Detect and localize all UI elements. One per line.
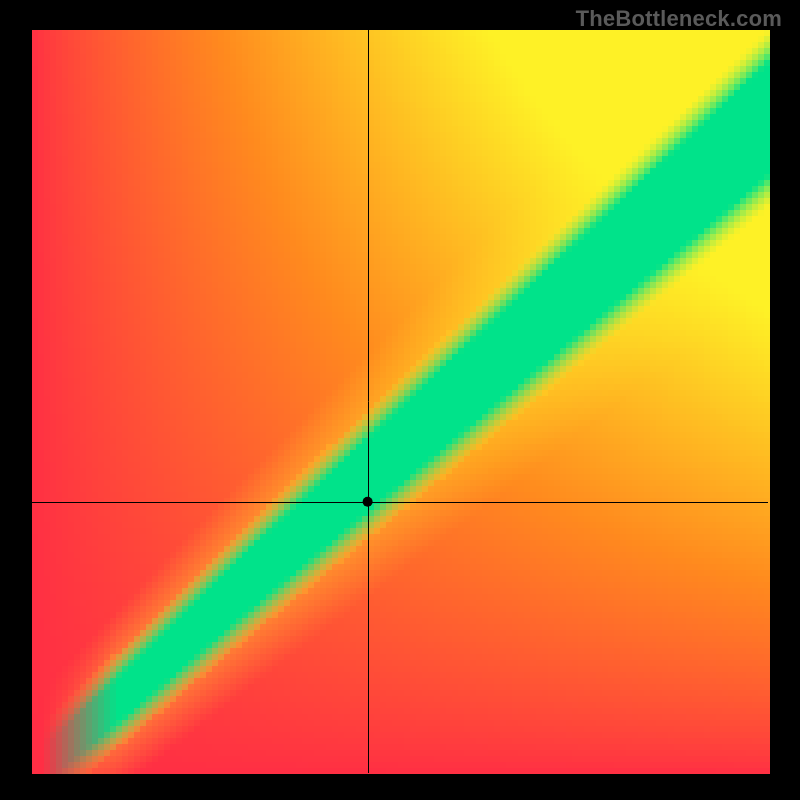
chart-container: TheBottleneck.com (0, 0, 800, 800)
watermark-text: TheBottleneck.com (576, 6, 782, 32)
heatmap-canvas (0, 0, 800, 800)
